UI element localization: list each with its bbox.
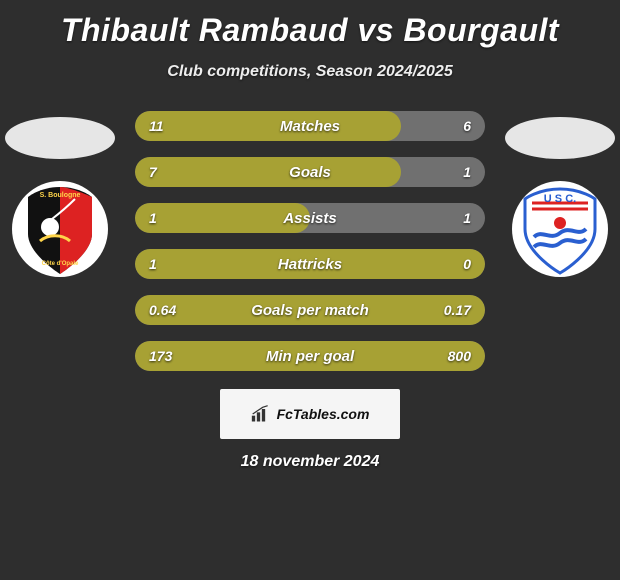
stat-label: Goals per match bbox=[135, 302, 485, 319]
svg-text:S. Boulogne: S. Boulogne bbox=[40, 192, 81, 199]
stat-value-right: 800 bbox=[448, 348, 471, 364]
comparison-content: S. Boulogne Côte d'Opale U S C. 11Matche… bbox=[0, 111, 620, 371]
player-left-side: S. Boulogne Côte d'Opale bbox=[0, 111, 120, 279]
page-title: Thibault Rambaud vs Bourgault bbox=[0, 0, 620, 49]
attribution-badge: FcTables.com bbox=[220, 389, 400, 439]
club-badge-left: S. Boulogne Côte d'Opale bbox=[10, 179, 110, 279]
stat-row: 1Assists1 bbox=[135, 203, 485, 233]
stat-value-right: 1 bbox=[463, 210, 471, 226]
stat-row: 0.64Goals per match0.17 bbox=[135, 295, 485, 325]
attribution-text: FcTables.com bbox=[277, 406, 370, 422]
date-text: 18 november 2024 bbox=[0, 453, 620, 471]
stat-label: Min per goal bbox=[135, 348, 485, 365]
stat-value-right: 0.17 bbox=[444, 302, 471, 318]
stat-row: 1Hattricks0 bbox=[135, 249, 485, 279]
stats-bars: 11Matches67Goals11Assists11Hattricks00.6… bbox=[135, 111, 485, 371]
player-right-photo-placeholder bbox=[505, 117, 615, 159]
stat-value-right: 1 bbox=[463, 164, 471, 180]
shield-icon: U S C. bbox=[510, 179, 610, 279]
stat-value-right: 0 bbox=[463, 256, 471, 272]
shield-icon: S. Boulogne Côte d'Opale bbox=[10, 179, 110, 279]
chart-icon bbox=[251, 405, 271, 423]
player-right-side: U S C. bbox=[500, 111, 620, 279]
svg-text:U S C.: U S C. bbox=[544, 193, 576, 205]
stat-label: Assists bbox=[135, 210, 485, 227]
stat-label: Goals bbox=[135, 164, 485, 181]
page-subtitle: Club competitions, Season 2024/2025 bbox=[0, 63, 620, 81]
stat-label: Hattricks bbox=[135, 256, 485, 273]
stat-row: 7Goals1 bbox=[135, 157, 485, 187]
club-badge-right: U S C. bbox=[510, 179, 610, 279]
stat-row: 173Min per goal800 bbox=[135, 341, 485, 371]
svg-text:Côte d'Opale: Côte d'Opale bbox=[42, 261, 79, 267]
player-left-photo-placeholder bbox=[5, 117, 115, 159]
stat-value-right: 6 bbox=[463, 118, 471, 134]
stat-row: 11Matches6 bbox=[135, 111, 485, 141]
stat-label: Matches bbox=[135, 118, 485, 135]
